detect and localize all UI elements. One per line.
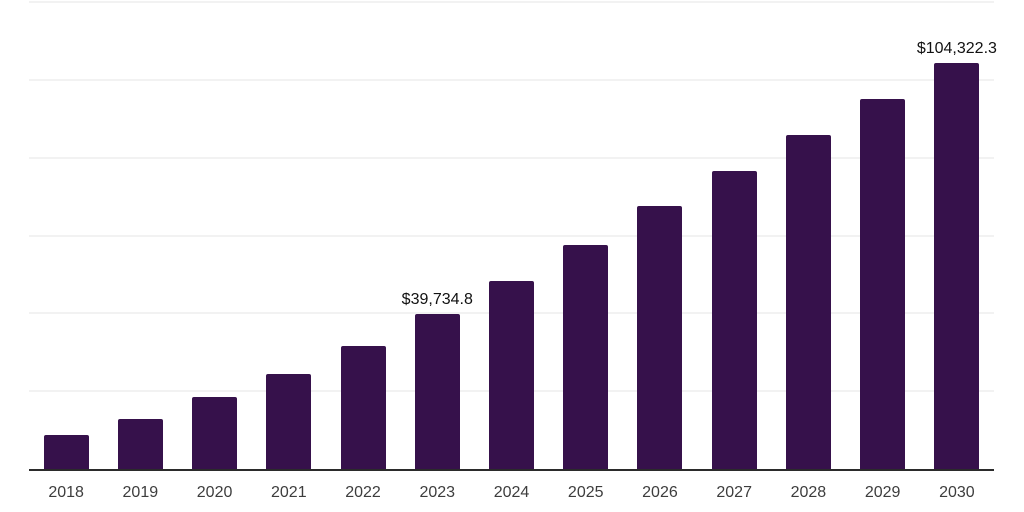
bar-2023[interactable]: [414, 314, 460, 469]
gridline-60000: [29, 234, 994, 237]
x-axis-label-2024: 2024: [493, 484, 530, 501]
gridline-100000: [29, 78, 994, 81]
x-axis-label-2027: 2027: [716, 484, 752, 501]
bar-2030[interactable]: [934, 63, 980, 469]
x-axis-label-2018: 2018: [48, 484, 84, 501]
bar-value-label-2023: $39,734.8: [401, 291, 473, 309]
x-axis-label-2028: 2028: [790, 484, 827, 501]
bar-2019[interactable]: [117, 419, 163, 469]
x-axis-label-2026: 2026: [642, 484, 678, 501]
bar-2018[interactable]: [43, 435, 89, 469]
bar-2020[interactable]: [192, 397, 238, 469]
bar-2027[interactable]: [711, 171, 757, 469]
x-axis-label-2020: 2020: [196, 484, 233, 501]
bar-2029[interactable]: [860, 98, 906, 469]
bar-2022[interactable]: [340, 345, 386, 469]
bar-2025[interactable]: [563, 245, 609, 469]
x-axis-label-2021: 2021: [271, 484, 307, 501]
gridline-120000: [29, 1, 994, 3]
x-axis-line: [29, 469, 994, 471]
x-axis-label-2030: 2030: [939, 484, 975, 501]
bar-2028[interactable]: [785, 135, 831, 469]
gridline-80000: [29, 156, 994, 159]
bar-2021[interactable]: [266, 374, 312, 469]
x-axis-label-2025: 2025: [567, 484, 604, 501]
x-axis-label-2029: 2029: [864, 484, 901, 501]
bar-2024[interactable]: [489, 281, 534, 469]
x-axis-label-2019: 2019: [122, 484, 159, 501]
x-axis-label-2023: 2023: [419, 484, 456, 501]
x-axis-label-2022: 2022: [345, 484, 381, 501]
bar-2026[interactable]: [637, 206, 683, 469]
bar-value-label-2030: $104,322.3: [916, 40, 997, 57]
